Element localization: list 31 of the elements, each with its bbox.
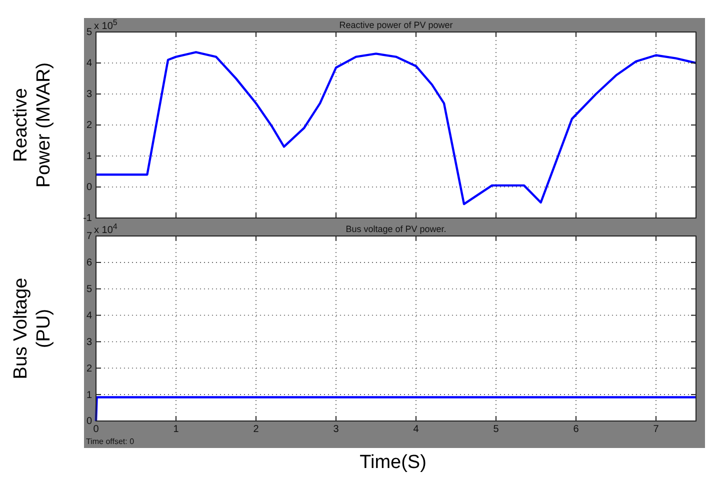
y-tick-label: 2: [86, 363, 92, 374]
annotation: x 10$^{5}$: [94, 18, 118, 32]
x-axis-title: Time(S): [360, 452, 426, 473]
x-tick-label: 0: [93, 424, 100, 436]
y-tick-label: 7: [86, 231, 92, 242]
y-tick-label: 5: [86, 27, 92, 38]
x-tick-label: 2: [253, 424, 260, 436]
x-tick-label: 1: [173, 424, 180, 436]
y-tick-label: 3: [86, 336, 92, 348]
y-tick-label: 1: [86, 151, 92, 162]
y-axis-title: Bus Voltage (PU): [10, 278, 54, 380]
y-tick-label: 0: [86, 182, 92, 194]
text: x 10$^{4}$: [94, 222, 118, 236]
chart-title: Bus voltage of PV power.: [346, 224, 446, 234]
y-tick-label: 6: [86, 258, 92, 269]
x-tick-label: 6: [573, 424, 580, 436]
text: Time offset: 0: [86, 437, 135, 446]
y-tick-label: 1: [86, 390, 92, 401]
x-tick-label: 7: [653, 424, 660, 436]
x-tick-label: 3: [333, 424, 340, 436]
y-tick-label: 2: [86, 120, 92, 132]
chart-title: Reactive power of PV power: [339, 20, 453, 30]
y-tick-label: 4: [86, 310, 92, 322]
x-tick-label: 4: [413, 424, 420, 436]
y-tick-label: 3: [86, 89, 92, 100]
y-tick-label: 4: [86, 58, 92, 70]
y-axis-title: Reactive Power (MVAR): [10, 62, 54, 188]
line-series: [94, 51, 698, 206]
y-tick-label: 5: [86, 284, 92, 296]
x-tick-label: 5: [493, 424, 500, 436]
y-tick-label: 0: [86, 416, 92, 428]
